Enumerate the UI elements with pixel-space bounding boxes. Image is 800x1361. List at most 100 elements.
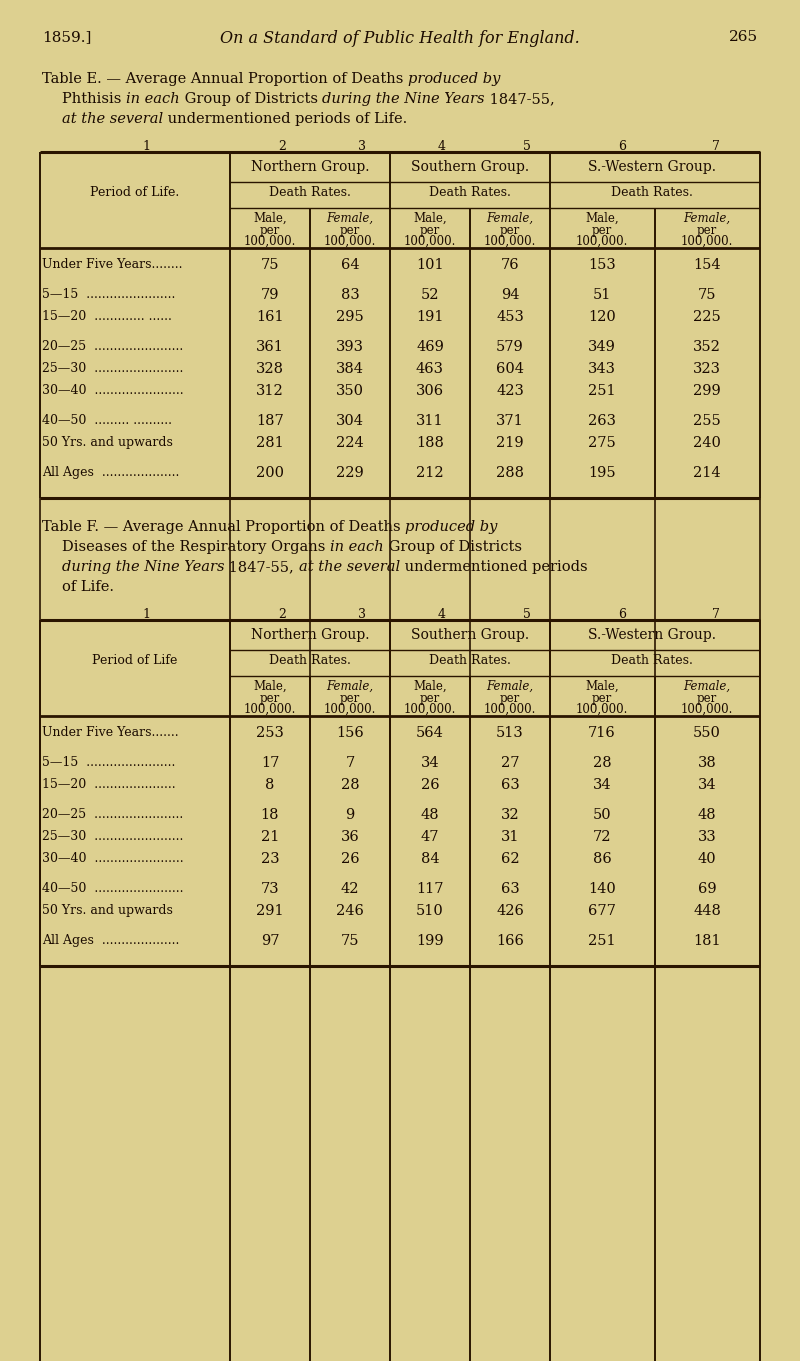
Text: 463: 463 [416, 362, 444, 376]
Text: 34: 34 [593, 778, 611, 792]
Text: 1: 1 [142, 608, 150, 621]
Text: 153: 153 [588, 259, 616, 272]
Text: 51: 51 [593, 289, 611, 302]
Text: 453: 453 [496, 310, 524, 324]
Text: 63: 63 [501, 778, 519, 792]
Text: per: per [260, 691, 280, 705]
Text: 3: 3 [358, 608, 366, 621]
Text: 195: 195 [588, 465, 616, 480]
Text: 75: 75 [341, 934, 359, 949]
Text: 7: 7 [712, 608, 720, 621]
Text: 17: 17 [261, 755, 279, 770]
Text: 2: 2 [278, 608, 286, 621]
Text: 86: 86 [593, 852, 611, 866]
Text: 677: 677 [588, 904, 616, 919]
Text: 100,000.: 100,000. [681, 704, 733, 716]
Text: of Life.: of Life. [62, 580, 114, 593]
Text: 73: 73 [261, 882, 279, 896]
Text: 510: 510 [416, 904, 444, 919]
Text: Period of Life: Period of Life [92, 655, 178, 667]
Text: 117: 117 [416, 882, 444, 896]
Text: 251: 251 [588, 934, 616, 949]
Text: Death Rates.: Death Rates. [611, 186, 693, 199]
Text: On a Standard of Public Health for England.: On a Standard of Public Health for Engla… [220, 30, 580, 48]
Text: 154: 154 [693, 259, 721, 272]
Text: Female,: Female, [683, 680, 730, 693]
Text: 343: 343 [588, 362, 616, 376]
Text: 20—25  .......................: 20—25 ....................... [42, 808, 183, 821]
Text: 100,000.: 100,000. [484, 704, 536, 716]
Text: Female,: Female, [326, 680, 374, 693]
Text: 100,000.: 100,000. [244, 235, 296, 248]
Text: undermentioned periods: undermentioned periods [400, 559, 588, 574]
Text: 62: 62 [501, 852, 519, 866]
Text: 21: 21 [261, 830, 279, 844]
Text: 6: 6 [618, 608, 626, 621]
Text: 306: 306 [416, 384, 444, 397]
Text: 40: 40 [698, 852, 716, 866]
Text: 100,000.: 100,000. [681, 235, 733, 248]
Text: Death Rates.: Death Rates. [611, 655, 693, 667]
Text: Male,: Male, [585, 212, 619, 225]
Text: 69: 69 [698, 882, 716, 896]
Text: 469: 469 [416, 340, 444, 354]
Text: Diseases of the Respiratory Organs: Diseases of the Respiratory Organs [62, 540, 330, 554]
Text: 31: 31 [501, 830, 519, 844]
Text: 100,000.: 100,000. [244, 704, 296, 716]
Text: per: per [500, 225, 520, 237]
Text: 240: 240 [693, 436, 721, 450]
Text: per: per [260, 225, 280, 237]
Text: Death Rates.: Death Rates. [269, 655, 351, 667]
Text: 140: 140 [588, 882, 616, 896]
Text: 393: 393 [336, 340, 364, 354]
Text: 36: 36 [341, 830, 359, 844]
Text: 23: 23 [261, 852, 279, 866]
Text: 25—30  .......................: 25—30 ....................... [42, 830, 183, 842]
Text: per: per [420, 691, 440, 705]
Text: Under Five Years.......: Under Five Years....... [42, 725, 178, 739]
Text: 28: 28 [593, 755, 611, 770]
Text: 253: 253 [256, 725, 284, 740]
Text: Female,: Female, [486, 212, 534, 225]
Text: 246: 246 [336, 904, 364, 919]
Text: 426: 426 [496, 904, 524, 919]
Text: 2: 2 [278, 140, 286, 152]
Text: 352: 352 [693, 340, 721, 354]
Text: Group of Districts: Group of Districts [384, 540, 522, 554]
Text: 120: 120 [588, 310, 616, 324]
Text: 311: 311 [416, 414, 444, 427]
Text: 40—50  ......... ..........: 40—50 ......... .......... [42, 414, 172, 427]
Text: Table E. — Average Annual Proportion of Deaths: Table E. — Average Annual Proportion of … [42, 72, 408, 86]
Text: 79: 79 [261, 289, 279, 302]
Text: 214: 214 [693, 465, 721, 480]
Text: 94: 94 [501, 289, 519, 302]
Text: during the Nine Years: during the Nine Years [62, 559, 225, 574]
Text: 100,000.: 100,000. [576, 704, 628, 716]
Text: 75: 75 [261, 259, 279, 272]
Text: Death Rates.: Death Rates. [429, 655, 511, 667]
Text: 384: 384 [336, 362, 364, 376]
Text: 15—20  .....................: 15—20 ..................... [42, 778, 176, 791]
Text: 550: 550 [693, 725, 721, 740]
Text: Female,: Female, [486, 680, 534, 693]
Text: 1847-55,: 1847-55, [225, 559, 299, 574]
Text: 26: 26 [421, 778, 439, 792]
Text: per: per [592, 691, 612, 705]
Text: per: per [340, 225, 360, 237]
Text: 97: 97 [261, 934, 279, 949]
Text: 72: 72 [593, 830, 611, 844]
Text: 15—20  ............. ......: 15—20 ............. ...... [42, 310, 172, 323]
Text: 100,000.: 100,000. [484, 235, 536, 248]
Text: 9: 9 [346, 808, 354, 822]
Text: 187: 187 [256, 414, 284, 427]
Text: 30—40  .......................: 30—40 ....................... [42, 384, 184, 397]
Text: All Ages  ....................: All Ages .................... [42, 465, 179, 479]
Text: 1847-55,: 1847-55, [485, 93, 554, 106]
Text: 52: 52 [421, 289, 439, 302]
Text: 50 Yrs. and upwards: 50 Yrs. and upwards [42, 436, 173, 449]
Text: 312: 312 [256, 384, 284, 397]
Text: 564: 564 [416, 725, 444, 740]
Text: 579: 579 [496, 340, 524, 354]
Text: 448: 448 [693, 904, 721, 919]
Text: produced by: produced by [408, 72, 500, 86]
